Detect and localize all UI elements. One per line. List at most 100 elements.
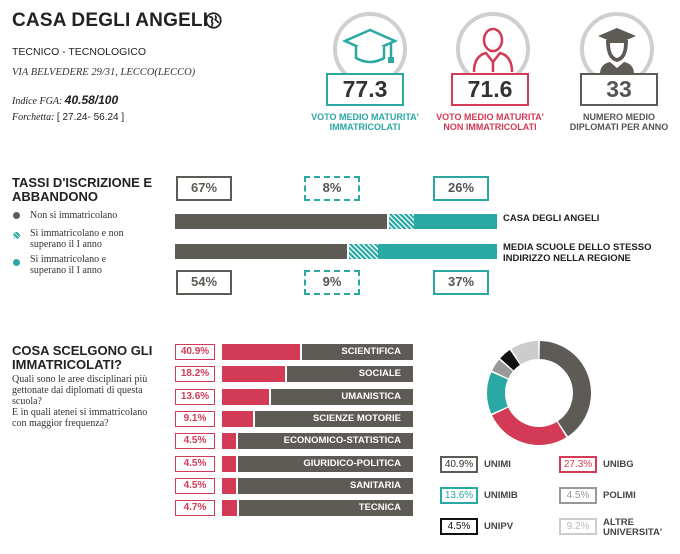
area-bar-fill	[222, 366, 287, 383]
area-label: SCIENZE MOTORIE	[313, 412, 401, 424]
area-pct: 4.7%	[175, 500, 215, 517]
fga-index: Indice FGA: 40.58/100	[12, 93, 119, 107]
area-bar-track: GIURIDICO-POLITICA	[222, 455, 413, 472]
university-name: UNIMI	[484, 460, 511, 470]
donut-slice	[511, 341, 539, 365]
area-bar-fill	[222, 344, 302, 360]
region-enrollment-bar	[175, 244, 497, 259]
legend-dot-dropout	[13, 232, 20, 239]
region-pct-dropout: 9%	[304, 270, 360, 295]
school-title: CASA DEGLI ANGELI	[12, 10, 209, 31]
school-pct-passed: 26%	[433, 176, 489, 201]
area-bar-track: TECNICA	[222, 500, 413, 517]
school-bar-dropout	[388, 214, 415, 229]
university-name: POLIMI	[603, 491, 636, 501]
school-bar-passed	[414, 214, 497, 229]
area-label: GIURIDICO-POLITICA	[303, 457, 401, 469]
enrollment-title: TASSI D'ISCRIZIONE E ABBANDONO	[12, 175, 153, 204]
university-pct: 13.6%	[440, 487, 478, 504]
kpi-label-graduates: NUMERO MEDIO DIPLOMATI PER ANNO	[569, 112, 669, 132]
university-name-line: UNIMIB	[484, 490, 518, 501]
school-enrollment-bar	[175, 214, 497, 229]
donut-slice	[487, 372, 508, 414]
university-name-line: UNIMI	[484, 459, 511, 470]
university-name: UNIPV	[484, 522, 513, 532]
area-bar-fill	[222, 500, 239, 517]
areas-question: Quali sono le aree disciplinari più gett…	[12, 374, 148, 429]
area-pct: 9.1%	[175, 410, 215, 427]
area-row: 18.2% SOCIALE	[175, 366, 415, 383]
university-name-line: UNIBG	[603, 459, 634, 470]
universities-legend: 40.9% UNIMI 27.3% UNIBG 13.6% UNIMIB 4.5% POLIM…	[440, 456, 680, 546]
region-bar-dropout	[348, 244, 378, 259]
universities-donut	[487, 341, 591, 445]
area-row: 40.9% SCIENTIFICA	[175, 344, 415, 360]
region-pct-passed: 37%	[433, 270, 489, 295]
university-pct: 4.5%	[559, 487, 597, 504]
legend-dot-passed	[13, 259, 20, 266]
area-bar-track: ECONOMICO-STATISTICA	[222, 433, 413, 450]
area-label: UMANISTICA	[341, 390, 401, 402]
area-bar-track: SCIENTIFICA	[222, 344, 413, 360]
area-label: ECONOMICO-STATISTICA	[283, 435, 401, 447]
area-bar-track: SOCIALE	[222, 366, 413, 383]
legend-dot-not-enrolled	[13, 212, 20, 219]
area-bar-fill	[222, 410, 255, 427]
area-row: 4.5% ECONOMICO-STATISTICA	[175, 433, 415, 450]
university-pct: 9.2%	[559, 518, 597, 535]
area-bar-fill	[222, 477, 238, 494]
kpi-value-graduates: 33	[580, 73, 658, 106]
region-pct-not-enrolled: 54%	[176, 270, 232, 295]
graduation-cap-icon	[341, 28, 399, 64]
area-bar-fill	[222, 388, 271, 405]
area-row: 9.1% SCIENZE MOTORIE	[175, 410, 415, 427]
graduate-person-icon	[598, 28, 636, 74]
school-pct-not-enrolled: 67%	[176, 176, 232, 201]
area-pct: 18.2%	[175, 366, 215, 383]
university-pct: 40.9%	[440, 456, 478, 473]
university-name-line: UNIPV	[484, 521, 514, 532]
area-pct: 13.6%	[175, 388, 215, 405]
school-pct-dropout: 8%	[304, 176, 360, 201]
area-row: 4.5% GIURIDICO-POLITICA	[175, 455, 415, 472]
kpi-value-enrolled: 77.3	[326, 73, 404, 106]
university-pct: 4.5%	[440, 518, 478, 535]
fga-range: Forchetta: [ 27.24- 56.24 ]	[12, 112, 125, 123]
area-bar-fill	[222, 455, 238, 472]
area-bar-track: SANITARIA	[222, 477, 413, 494]
university-name-line: POLIMI	[603, 490, 636, 501]
donut-slice	[539, 341, 591, 437]
person-icon	[472, 27, 514, 73]
school-address: VIA BELVEDERE 29/31, LECCO(LECCO)	[12, 67, 196, 78]
areas-chart: 40.9% SCIENTIFICA 18.2% SOCIALE 13.6% UMANIST…	[175, 344, 415, 524]
legend-passed: Si immatricolano e superano il I anno	[30, 254, 107, 276]
university-name-line: UNIVERSITA'	[603, 527, 663, 538]
donut-slice	[492, 359, 513, 379]
area-row: 4.5% SANITARIA	[175, 477, 415, 494]
legend-dropout: Si immatricolano e non superano il I anno	[30, 228, 124, 250]
region-bar-label: MEDIA SCUOLE DELLO STESSO INDIRIZZO NELLA…	[503, 242, 652, 264]
donut-slice	[500, 349, 520, 371]
area-label: SCIENTIFICA	[341, 346, 401, 357]
university-name: ALTRE UNIVERSITA'	[603, 518, 662, 538]
university-name: UNIMIB	[484, 491, 518, 501]
area-pct: 4.5%	[175, 433, 215, 450]
globe-icon[interactable]	[205, 12, 222, 29]
kpi-label-enrolled: VOTO MEDIO MATURITA' IMMATRICOLATI	[311, 112, 419, 132]
area-label: TECNICA	[358, 502, 401, 514]
areas-title: COSA SCELGONO GLI IMMATRICOLATI?	[12, 343, 153, 372]
legend-not-enrolled: Non si immatricolano	[30, 210, 118, 221]
kpi-value-not-enrolled: 71.6	[451, 73, 529, 106]
region-bar-passed	[377, 244, 497, 259]
area-bar-track: UMANISTICA	[222, 388, 413, 405]
kpi-label-not-enrolled: VOTO MEDIO MATURITA' NON IMMATRICOLATI	[436, 112, 544, 132]
area-bar-fill	[222, 433, 238, 450]
area-row: 13.6% UMANISTICA	[175, 388, 415, 405]
area-bar-track: SCIENZE MOTORIE	[222, 410, 413, 427]
school-bar-not-enrolled	[175, 214, 387, 229]
area-label: SANITARIA	[349, 479, 401, 491]
area-row: 4.7% TECNICA	[175, 500, 415, 517]
region-bar-not-enrolled	[175, 244, 347, 259]
university-name-line: ALTRE	[603, 517, 634, 528]
area-pct: 4.5%	[175, 477, 215, 494]
